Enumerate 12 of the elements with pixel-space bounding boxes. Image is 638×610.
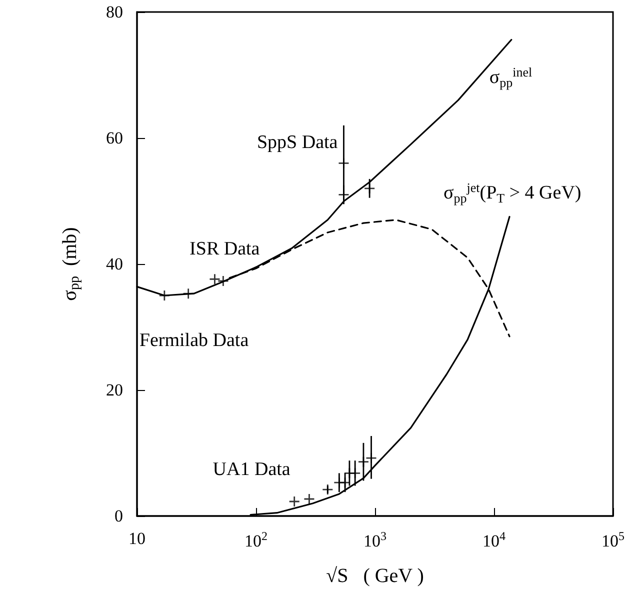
series-label: SppS Data — [256, 132, 338, 154]
x-axis-title: √S ( GeV ) — [326, 565, 424, 587]
series-label: UA1 Data — [212, 459, 291, 480]
y-tick-label: 60 — [106, 128, 123, 148]
y-tick-label: 0 — [114, 506, 123, 526]
y-tick-label: 20 — [106, 380, 123, 400]
series-label: ISR Data — [190, 238, 260, 260]
y-tick-label: 40 — [106, 254, 123, 274]
y-tick-label: 80 — [106, 2, 123, 22]
y-axis-title: σpp (mb) — [59, 227, 82, 301]
text: Fermilab Data — [139, 330, 250, 351]
x-tick-label: 10 — [128, 529, 146, 548]
